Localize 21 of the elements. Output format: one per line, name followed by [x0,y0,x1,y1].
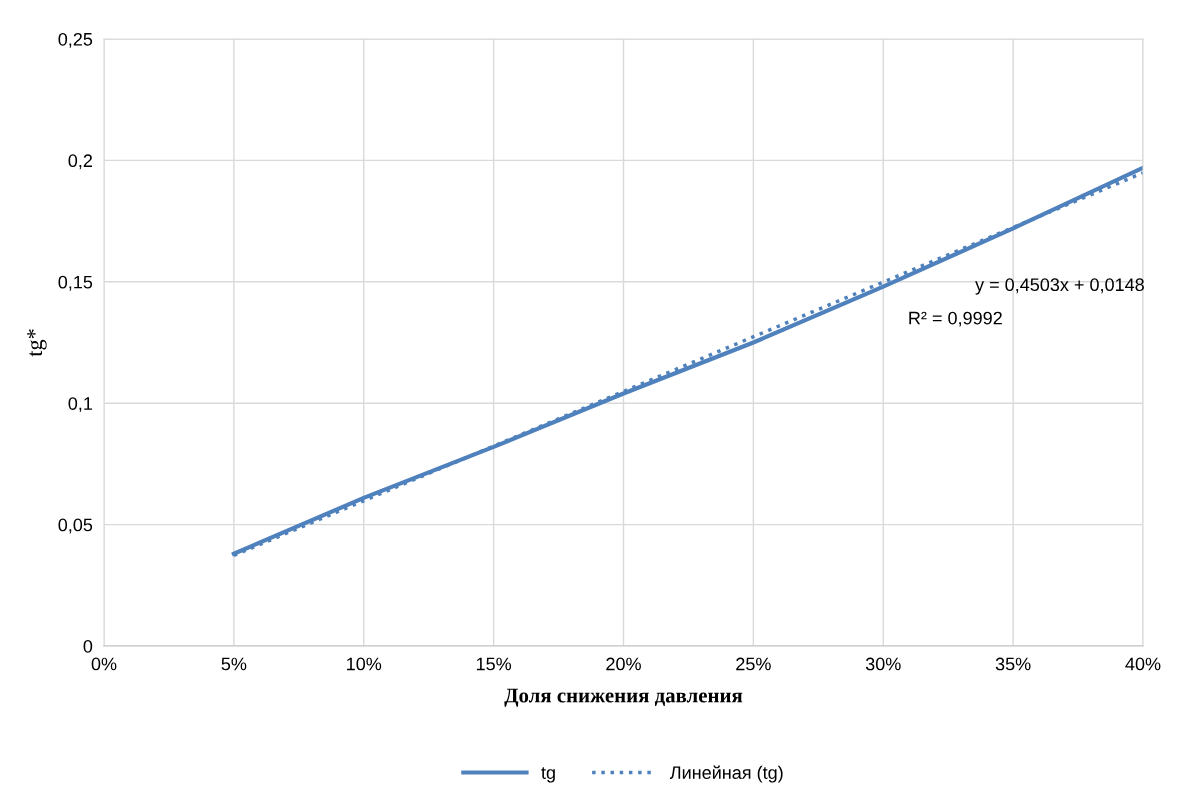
y-axis-title: tg* [27,329,47,357]
x-tick-label: 30% [865,657,901,671]
y-tick-label: 0,15 [58,275,93,291]
x-tick-label: 25% [736,657,771,671]
x-tick-label: 20% [606,657,641,671]
x-tick-label: 5% [221,657,247,671]
x-tick-label: 15% [476,657,512,671]
y-tick-label: 0,25 [58,32,93,48]
x-axis-title: Доля снижения давления [504,688,743,707]
legend-label: Линейная (tg) [669,765,783,783]
legend-label: tg [541,767,555,783]
annotation: R² = 0,9992 [909,311,1002,327]
x-tick-label: 35% [995,657,1031,671]
x-tick-label: 40% [1125,657,1161,671]
x-tick-label: 10% [347,657,382,671]
x-tick-label: 0% [91,657,117,671]
y-tick-label: 0,05 [58,518,93,534]
y-tick-label: 0 [83,639,93,653]
annotation: y = 0,4503x + 0,0148 [975,278,1144,295]
y-tick-label: 0,2 [68,154,92,170]
y-tick-label: 0,1 [68,397,93,413]
